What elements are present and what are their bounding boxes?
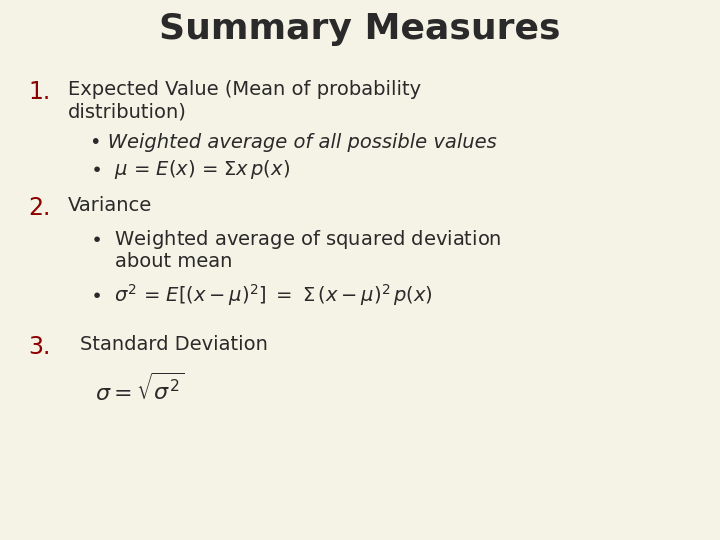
Text: $\sigma = \sqrt{\sigma^2}$: $\sigma = \sqrt{\sigma^2}$	[95, 373, 184, 406]
Text: $\bullet$  $\mu$ = $E(x)$ = $\Sigma x\, p(x)$: $\bullet$ $\mu$ = $E(x)$ = $\Sigma x\, p…	[90, 158, 290, 181]
Text: about mean: about mean	[115, 252, 233, 271]
Text: 2.: 2.	[28, 196, 50, 220]
Text: Expected Value (Mean of probability: Expected Value (Mean of probability	[68, 80, 421, 99]
Text: Summary Measures: Summary Measures	[159, 12, 561, 46]
Text: distribution): distribution)	[68, 103, 187, 122]
Text: $\bullet$  Weighted average of squared deviation: $\bullet$ Weighted average of squared de…	[90, 228, 502, 251]
Text: 1.: 1.	[28, 80, 50, 104]
Text: $\bullet$  $\sigma^2$ = $E[(x - \mu)^2]$ $=$ $\Sigma\,(x - \mu)^2\,p(x)$: $\bullet$ $\sigma^2$ = $E[(x - \mu)^2]$ …	[90, 282, 433, 308]
Text: 3.: 3.	[28, 335, 50, 359]
Text: Variance: Variance	[68, 196, 152, 215]
Text: Standard Deviation: Standard Deviation	[80, 335, 268, 354]
Text: • Weighted average of all possible values: • Weighted average of all possible value…	[90, 133, 497, 152]
